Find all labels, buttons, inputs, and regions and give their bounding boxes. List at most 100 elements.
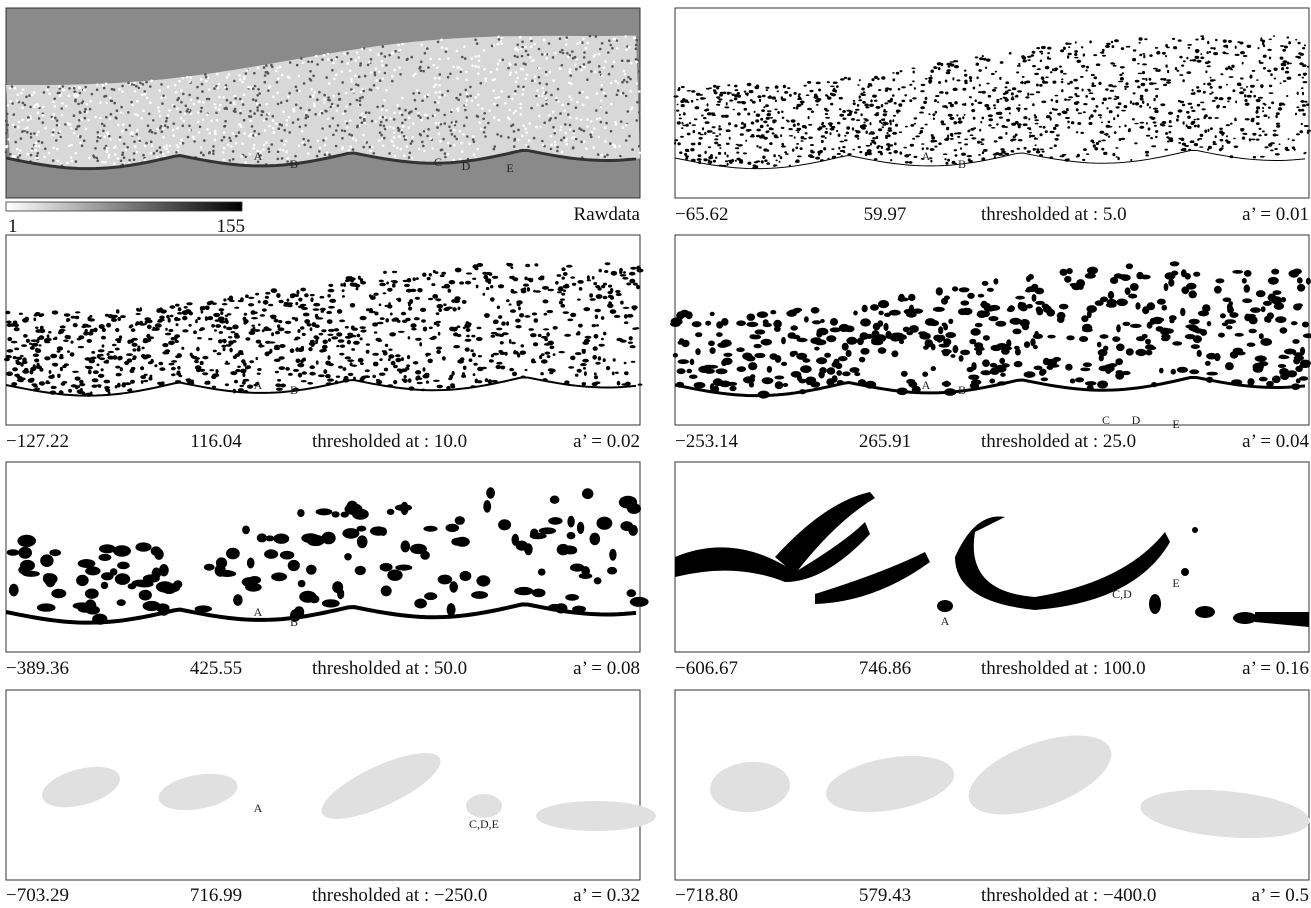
- speckle: [524, 128, 527, 131]
- blob: [1027, 127, 1031, 129]
- speckle: [469, 86, 472, 89]
- blob: [784, 91, 788, 94]
- speckle: [288, 131, 291, 134]
- speckle: [559, 67, 562, 70]
- blob: [755, 329, 766, 334]
- blob: [443, 307, 449, 311]
- blob: [543, 299, 549, 303]
- blob: [830, 103, 833, 106]
- speckle: [571, 137, 574, 140]
- blob: [73, 323, 78, 327]
- blob: [969, 96, 972, 98]
- speckle: [459, 93, 462, 96]
- speckle: [405, 136, 408, 139]
- blob: [255, 293, 259, 296]
- speckle: [379, 131, 382, 134]
- blob: [995, 321, 1006, 327]
- blob: [1263, 103, 1266, 105]
- blob: [369, 294, 372, 297]
- blob: [888, 134, 891, 137]
- blob: [1256, 110, 1258, 114]
- blob: [449, 581, 458, 592]
- min-value: −389.36: [6, 658, 69, 679]
- blob: [563, 545, 576, 554]
- blob: [679, 118, 682, 120]
- blob: [1120, 138, 1125, 140]
- blob: [883, 118, 885, 121]
- blob: [395, 565, 412, 571]
- blob: [523, 284, 529, 287]
- blob: [979, 84, 981, 87]
- blob: [817, 98, 821, 100]
- speckle: [17, 156, 20, 159]
- blob: [171, 360, 177, 363]
- speckle: [131, 103, 134, 106]
- speckle: [292, 108, 295, 111]
- blob: [1074, 57, 1078, 59]
- speckle: [385, 119, 388, 122]
- blob: [385, 318, 389, 322]
- blob: [14, 348, 19, 351]
- blob: [1018, 104, 1021, 106]
- speckle: [324, 144, 327, 147]
- blob: [1242, 278, 1247, 284]
- blob: [882, 126, 884, 128]
- blob: [690, 359, 695, 366]
- speckle: [466, 135, 469, 138]
- blob: [152, 329, 157, 331]
- blob: [1288, 41, 1291, 44]
- blob: [1307, 132, 1309, 134]
- blob: [859, 79, 861, 81]
- speckle: [635, 48, 638, 51]
- blob: [227, 313, 231, 315]
- blob: [1013, 135, 1016, 138]
- speckle: [625, 95, 628, 98]
- blob: [582, 488, 593, 499]
- blob: [62, 365, 66, 368]
- speckle: [276, 81, 279, 84]
- speckle: [89, 108, 92, 111]
- blob: [476, 285, 479, 289]
- blob: [310, 327, 313, 331]
- speckle: [61, 102, 64, 105]
- speckle: [227, 143, 230, 146]
- speckle: [84, 86, 87, 89]
- speckle: [494, 97, 497, 100]
- speckle: [56, 124, 59, 127]
- speckle: [599, 48, 602, 51]
- blob: [863, 118, 867, 120]
- speckle: [83, 89, 86, 92]
- speckle: [250, 115, 253, 118]
- blob: [1269, 39, 1272, 41]
- speckle: [597, 153, 600, 156]
- blob: [1162, 121, 1167, 124]
- speckle: [44, 148, 47, 151]
- blob: [186, 302, 192, 305]
- speckle: [562, 52, 565, 55]
- blob: [810, 337, 821, 344]
- speckle: [255, 99, 258, 102]
- blob: [1272, 376, 1281, 384]
- speckle: [500, 40, 503, 43]
- speckle: [453, 129, 456, 132]
- blob: [595, 362, 600, 365]
- speckle: [382, 77, 385, 80]
- blob: [248, 576, 261, 584]
- speckle: [276, 92, 279, 95]
- min-value: −65.62: [675, 204, 728, 225]
- speckle: [550, 94, 553, 97]
- speckle: [327, 117, 330, 120]
- blob: [115, 366, 120, 369]
- blob: [892, 72, 895, 74]
- blob: [1197, 350, 1202, 357]
- blob: [749, 382, 754, 388]
- speckle: [382, 45, 385, 48]
- speckle: [232, 150, 235, 153]
- blob: [223, 325, 226, 328]
- blob: [1302, 104, 1306, 107]
- blob: [1187, 126, 1192, 129]
- blob: [1226, 84, 1228, 86]
- speckle: [394, 155, 397, 158]
- speckle: [401, 131, 404, 134]
- speckle: [200, 146, 203, 149]
